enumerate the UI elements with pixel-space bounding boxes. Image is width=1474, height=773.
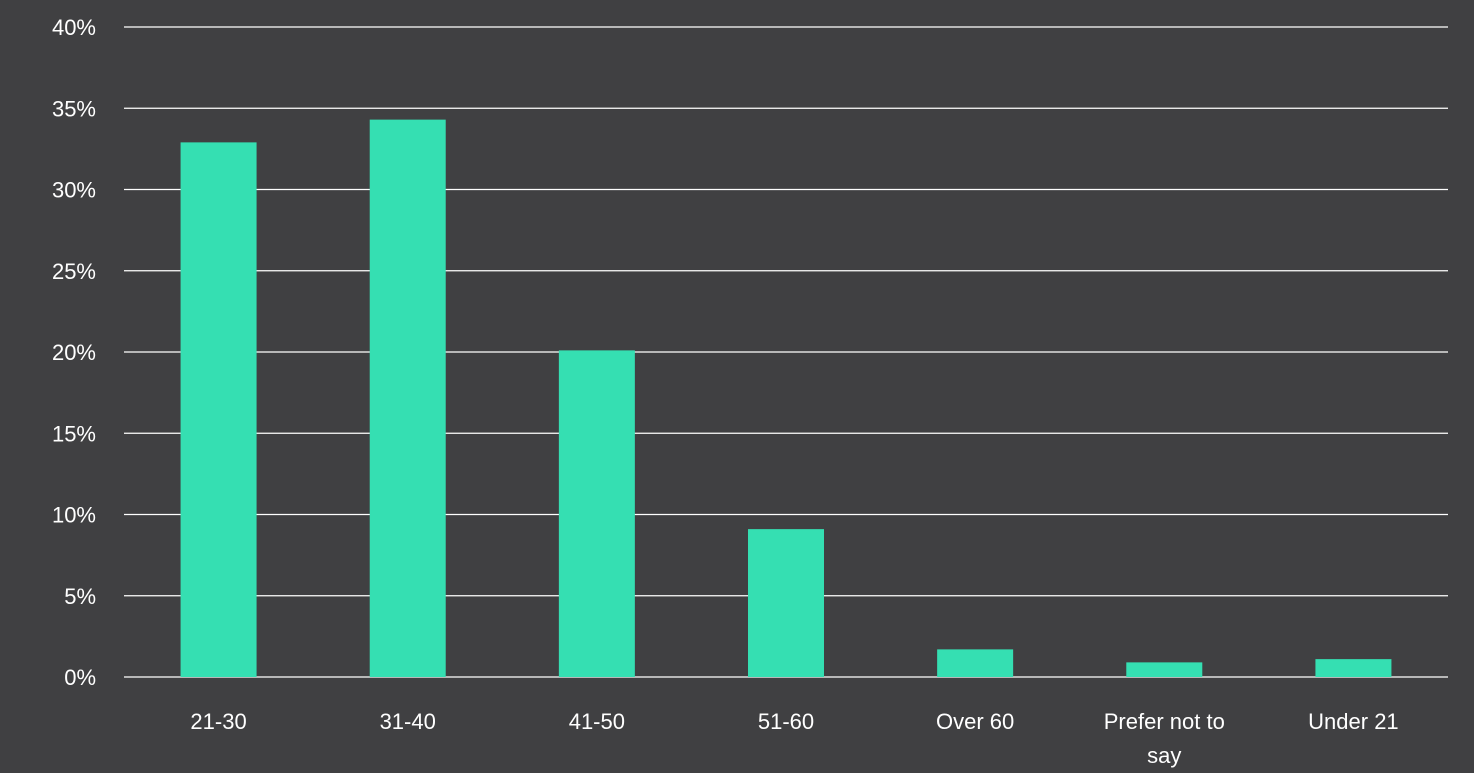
y-tick-label: 5% (64, 584, 96, 609)
y-axis-tick-labels: 0% 5% 10% 15% 20% 25% 30% 35% 40% (52, 15, 96, 690)
x-tick-label-line: 41-50 (569, 709, 625, 734)
y-tick-label: 10% (52, 503, 96, 528)
x-tick-label: 21-30 (190, 709, 246, 734)
x-tick-label-line: Under 21 (1308, 709, 1399, 734)
x-tick-label: Under 21 (1308, 709, 1399, 734)
gridlines (124, 26, 1448, 678)
bar-over-60 (937, 649, 1014, 677)
y-tick-label: 35% (52, 96, 96, 121)
x-tick-label: 51-60 (758, 709, 814, 734)
x-tick-label-line: 51-60 (758, 709, 814, 734)
y-tick-label: 25% (52, 259, 96, 284)
bar-21-30 (180, 142, 257, 677)
x-tick-label-line: Over 60 (936, 709, 1014, 734)
bars (180, 119, 1392, 677)
bar-31-40 (369, 119, 446, 677)
x-tick-label: Prefer not to say (1104, 709, 1225, 768)
bar-51-60 (748, 529, 824, 677)
x-tick-label: 31-40 (380, 709, 436, 734)
y-tick-label: 20% (52, 340, 96, 365)
x-tick-label-line: say (1147, 743, 1181, 768)
x-tick-label-line: 31-40 (380, 709, 436, 734)
x-tick-label-line: 21-30 (190, 709, 246, 734)
y-tick-label: 30% (52, 178, 96, 203)
bar-prefer-not-to-say (1126, 662, 1203, 677)
x-tick-label-line: Prefer not to (1104, 709, 1225, 734)
x-tick-label: 41-50 (569, 709, 625, 734)
x-tick-label: Over 60 (936, 709, 1014, 734)
y-tick-label: 15% (52, 421, 96, 446)
y-tick-label: 0% (64, 665, 96, 690)
bar-41-50 (558, 350, 635, 677)
bar-under-21 (1315, 659, 1392, 677)
y-tick-label: 40% (52, 15, 96, 40)
x-axis-tick-labels: 21-30 31-40 41-50 51-60 Over 60 Prefer not to… (190, 709, 1398, 768)
